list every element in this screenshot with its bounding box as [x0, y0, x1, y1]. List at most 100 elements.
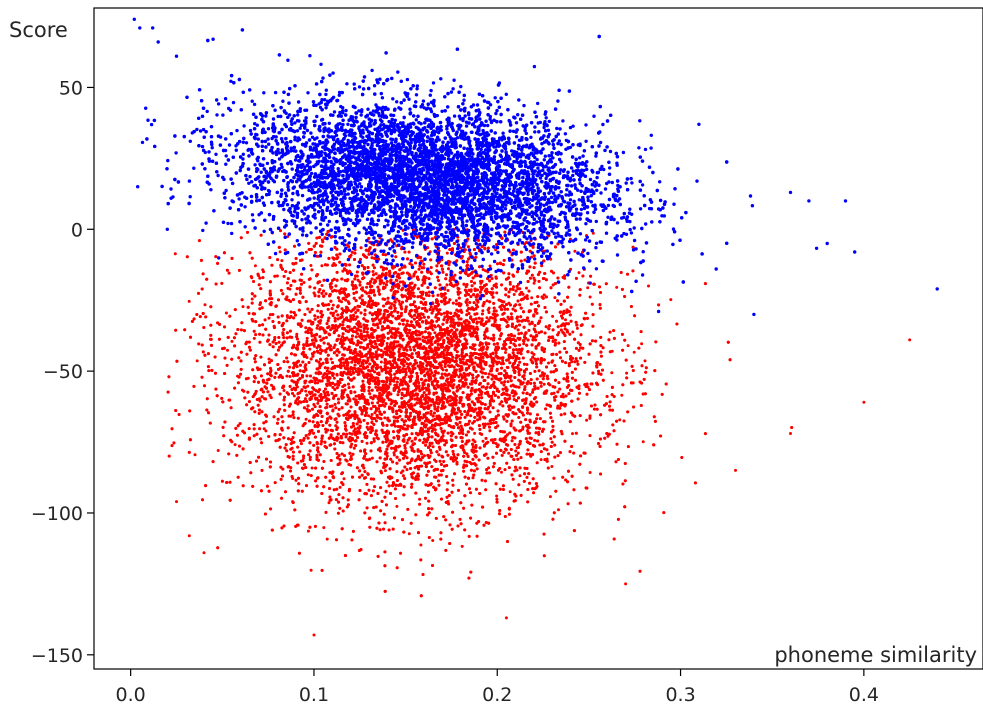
point	[489, 352, 493, 356]
point	[280, 259, 284, 263]
point	[508, 490, 512, 494]
point	[193, 453, 197, 457]
point	[309, 264, 313, 267]
point	[586, 286, 590, 290]
point	[354, 311, 358, 314]
point	[338, 485, 342, 489]
point	[302, 456, 305, 460]
point	[398, 414, 402, 418]
point	[407, 532, 411, 536]
point	[508, 280, 512, 284]
point	[632, 350, 636, 354]
point	[370, 413, 374, 416]
point	[250, 297, 254, 301]
plot-background	[94, 8, 983, 669]
point	[429, 403, 433, 407]
point	[367, 414, 370, 418]
point	[342, 364, 346, 368]
point	[224, 311, 228, 315]
point	[447, 300, 451, 304]
point	[551, 314, 555, 318]
point	[509, 379, 513, 383]
point	[316, 309, 320, 313]
point	[530, 296, 534, 300]
point	[316, 401, 320, 405]
points-layer	[132, 17, 939, 637]
point	[571, 330, 575, 334]
point	[481, 309, 485, 313]
point	[383, 435, 387, 438]
point	[329, 357, 333, 361]
point	[253, 264, 257, 268]
point	[485, 316, 489, 320]
point	[573, 249, 577, 253]
point	[495, 494, 499, 498]
point	[494, 442, 498, 445]
point	[615, 285, 619, 289]
point	[295, 332, 299, 336]
point	[385, 342, 389, 345]
point	[643, 359, 647, 363]
point	[525, 286, 528, 290]
point	[327, 501, 331, 505]
point	[588, 471, 592, 474]
point	[518, 474, 522, 478]
point	[506, 380, 510, 384]
point	[508, 394, 512, 397]
point	[379, 360, 383, 364]
point	[324, 336, 328, 339]
point	[325, 537, 329, 541]
point	[495, 291, 499, 295]
point	[288, 365, 292, 369]
point	[332, 376, 336, 380]
point	[525, 363, 529, 366]
point	[187, 299, 191, 303]
point	[504, 351, 507, 354]
point	[306, 529, 310, 533]
point	[352, 446, 356, 450]
point	[507, 451, 511, 455]
point	[308, 347, 312, 351]
point	[341, 323, 345, 327]
point	[620, 393, 624, 397]
point	[494, 351, 498, 355]
point	[305, 336, 309, 340]
point	[509, 312, 513, 316]
point	[549, 437, 553, 441]
point	[285, 374, 289, 378]
point	[431, 445, 435, 449]
point	[354, 394, 358, 398]
point	[320, 264, 324, 268]
point	[310, 466, 314, 470]
point	[264, 429, 268, 433]
point	[230, 339, 234, 343]
point	[288, 375, 292, 378]
point	[173, 252, 177, 256]
point	[473, 431, 477, 435]
point	[418, 497, 422, 501]
point	[419, 543, 423, 547]
point	[516, 451, 520, 455]
point	[494, 248, 498, 252]
point	[278, 250, 282, 254]
point	[501, 415, 505, 419]
point	[319, 442, 323, 446]
point	[460, 544, 464, 548]
point	[571, 432, 574, 436]
point	[512, 293, 516, 296]
point	[302, 281, 306, 284]
point	[304, 250, 308, 254]
point	[233, 443, 237, 447]
point	[383, 416, 387, 420]
point	[509, 341, 513, 345]
point	[548, 495, 552, 499]
point	[203, 303, 207, 307]
point	[500, 470, 503, 474]
point	[306, 473, 310, 477]
point	[371, 270, 375, 273]
point	[640, 342, 644, 346]
point	[492, 333, 496, 337]
point	[433, 331, 437, 335]
point	[557, 331, 561, 334]
point	[547, 361, 550, 365]
